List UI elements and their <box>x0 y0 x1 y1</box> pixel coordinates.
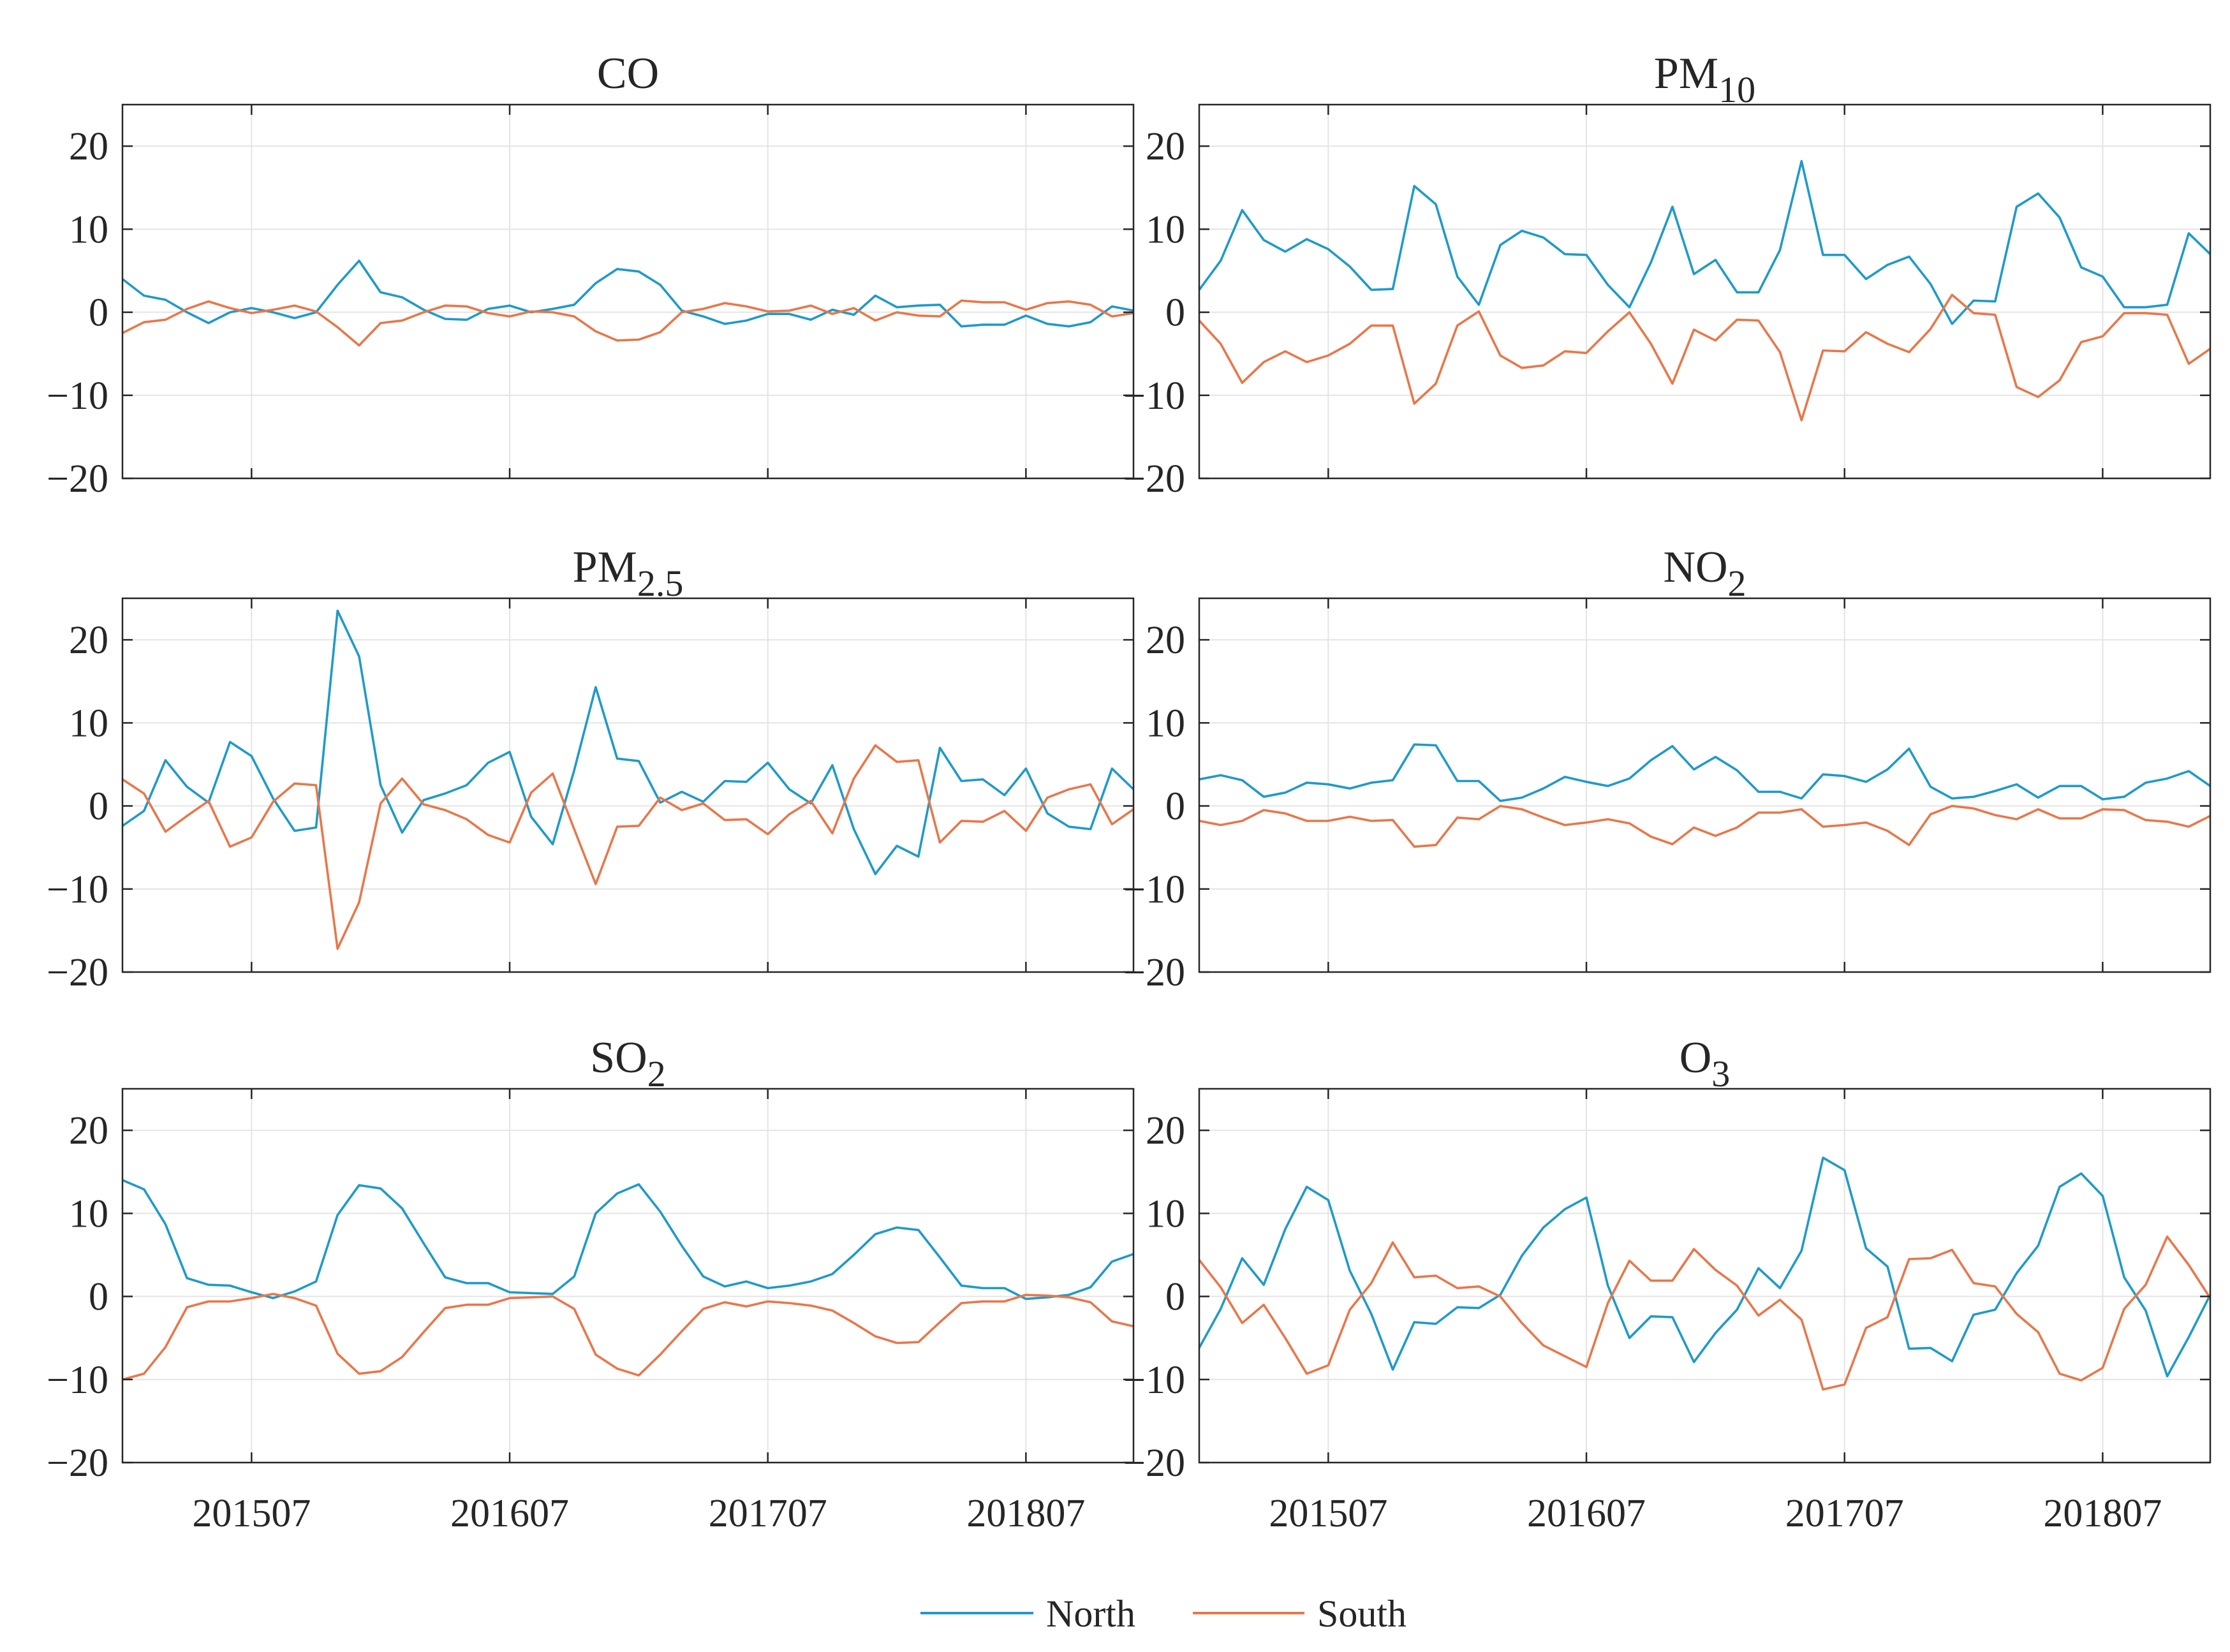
y-tick-label: −10 <box>47 374 108 418</box>
y-tick-label: 0 <box>1165 785 1185 829</box>
y-tick-label: −20 <box>1123 457 1185 501</box>
y-tick-label: 10 <box>1146 702 1185 745</box>
y-tick-label: −20 <box>47 457 108 501</box>
series-line-south <box>122 744 1135 950</box>
y-tick-label: −10 <box>1123 374 1185 418</box>
y-tick-label: 0 <box>89 1276 108 1319</box>
legend-label-south: South <box>1317 1593 1407 1635</box>
y-tick-label: 20 <box>1146 1109 1185 1153</box>
panel-title: PM2.5 <box>573 543 684 604</box>
y-tick-label: 10 <box>1146 1192 1185 1235</box>
series-line-north <box>1198 159 2212 325</box>
axes-frame <box>1198 1088 2212 1464</box>
y-tick-label: 20 <box>69 1109 108 1153</box>
panel-pm2-5: 20 10 0 −10 −20 PM2.5 <box>47 543 1135 994</box>
panel-title: O3 <box>1680 1033 1731 1095</box>
x-tick-label: 201707 <box>709 1492 827 1535</box>
y-tick-label: 10 <box>69 208 108 251</box>
x-tick-label: 201507 <box>192 1492 311 1535</box>
y-tick-label: 0 <box>1165 291 1185 335</box>
series-line-south <box>1198 1235 2212 1391</box>
legend: North South <box>920 1593 1407 1635</box>
series-line-south <box>1199 804 2211 848</box>
y-tick-label: 0 <box>89 291 108 335</box>
y-tick-label: 20 <box>1146 619 1185 662</box>
y-tick-label: −20 <box>1123 1442 1185 1485</box>
x-tick-label: 201707 <box>1785 1492 1904 1535</box>
y-tick-label: 10 <box>69 702 108 745</box>
series-line-north <box>1199 743 2212 802</box>
series-line-south <box>122 299 1134 347</box>
y-tick-label: −10 <box>1123 868 1185 911</box>
series-line-north <box>1198 1156 2212 1378</box>
panel-o3: 20 10 0 −10 −20 201507 201607 201707 201807 O3 <box>1123 1033 2212 1535</box>
axes-frame <box>121 597 1135 973</box>
y-tick-label: −20 <box>47 951 108 994</box>
y-tick-label: 10 <box>1146 208 1185 251</box>
series-line-south <box>1198 293 2212 422</box>
axes-frame <box>1198 103 2212 480</box>
panel-co: 20 10 0 −10 −20 CO <box>47 49 1135 501</box>
y-tick-label: −20 <box>1123 951 1185 994</box>
x-tick-label: 201807 <box>2043 1492 2162 1535</box>
x-tick-label: 201807 <box>966 1492 1085 1535</box>
y-tick-label: 0 <box>89 785 108 829</box>
panel-title: NO2 <box>1663 543 1746 604</box>
y-tick-label: −10 <box>47 1359 108 1402</box>
panel-no2: 20 10 0 −10 −20 NO2 <box>1123 543 2212 994</box>
x-tick-label: 201607 <box>1527 1492 1646 1535</box>
chart-panels: 20 10 0 −10 −20 CO 20 10 0 −10 −20 PM10 20 10 0 −10 −20 P… <box>47 49 2212 1535</box>
panel-title: CO <box>597 49 659 98</box>
series-line-south <box>122 1292 1134 1381</box>
series-line-north <box>122 1179 1134 1301</box>
y-tick-label: −20 <box>47 1442 108 1485</box>
series-line-north <box>121 609 1135 876</box>
y-tick-label: 20 <box>1146 125 1185 168</box>
panel-title: SO2 <box>590 1033 665 1095</box>
legend-label-north: North <box>1046 1593 1135 1635</box>
y-tick-label: −10 <box>1123 1359 1185 1402</box>
axes-frame <box>121 1088 1135 1464</box>
y-tick-label: 10 <box>69 1192 108 1235</box>
axes-frame <box>1198 597 2212 973</box>
panel-title: PM10 <box>1654 49 1755 110</box>
x-tick-label: 201507 <box>1269 1492 1387 1535</box>
y-tick-label: 0 <box>1165 1276 1185 1319</box>
y-tick-label: −10 <box>47 868 108 911</box>
panel-pm10: 20 10 0 −10 −20 PM10 <box>1123 49 2212 501</box>
panel-so2: 20 10 0 −10 −20 201507 201607 201707 201807 SO2 <box>47 1033 1135 1535</box>
y-tick-label: 20 <box>69 619 108 662</box>
y-tick-label: 20 <box>69 125 108 168</box>
x-tick-label: 201607 <box>450 1492 569 1535</box>
series-line-north <box>121 259 1134 328</box>
axes-frame <box>121 103 1135 480</box>
